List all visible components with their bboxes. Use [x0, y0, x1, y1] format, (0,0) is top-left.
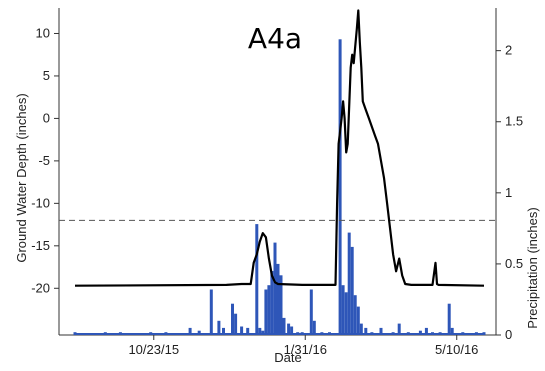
right-tick-label: 2 [505, 43, 512, 58]
left-tick-label: -5 [38, 153, 50, 168]
precipitation-bar [240, 326, 244, 335]
right-tick-label: 0.5 [505, 256, 523, 271]
precipitation-bar [261, 330, 265, 335]
precipitation-bar [231, 303, 234, 335]
x-tick-label: 10/23/15 [128, 342, 179, 357]
precipitation-bar [350, 246, 354, 335]
x-tick-label: 5/10/16 [435, 342, 478, 357]
precipitation-bar [255, 224, 259, 335]
precipitation-bar [347, 232, 351, 335]
left-tick-label: 5 [43, 68, 50, 83]
x-axis-title: Date [274, 350, 301, 365]
precipitation-bar [356, 306, 360, 335]
precipitation-bar [344, 292, 348, 335]
precipitation-bar [234, 313, 238, 335]
right-tick-label: 0 [505, 327, 512, 342]
left-axis-ticks: 10 5 0 -5 -10 -15 -20 [31, 25, 59, 295]
precipitation-bar [341, 285, 345, 335]
groundwater-line [74, 9, 485, 287]
precipitation-bar [353, 295, 357, 335]
precipitation-bar [276, 263, 280, 335]
right-tick-label: 1 [505, 185, 512, 200]
precipitation-bar [197, 330, 201, 335]
precipitation-bar [287, 323, 291, 335]
precipitation-bars [73, 39, 486, 336]
precipitation-bar [290, 326, 294, 335]
left-tick-label: -15 [31, 238, 50, 253]
precipitation-bar [379, 327, 383, 335]
precipitation-bar [282, 317, 286, 335]
precipitation-bar [264, 289, 268, 335]
precipitation-bar [447, 303, 451, 335]
precipitation-bar [270, 271, 274, 335]
right-axis-ticks: 2 1.5 1 0.5 0 [496, 43, 523, 342]
left-axis-title: Ground Water Depth (inches) [14, 93, 29, 262]
precipitation-bar [450, 327, 454, 335]
x-tick-label: 1/31/16 [284, 342, 327, 357]
precipitation-bar [217, 320, 221, 335]
groundwater-line-group [74, 9, 485, 287]
precipitation-bar [273, 242, 277, 335]
precipitation-bar [424, 327, 428, 335]
chart-title: A4a [248, 22, 302, 55]
precipitation-bar [397, 323, 401, 335]
left-tick-label: -20 [31, 280, 50, 295]
left-tick-label: 0 [43, 110, 50, 125]
precipitation-bar [279, 275, 283, 335]
precipitation-bar [309, 289, 313, 335]
precipitation-bar [246, 327, 250, 335]
right-axis-title: Precipitation (inches) [525, 207, 540, 328]
precipitation-bar [418, 330, 422, 335]
x-axis-ticks: 10/23/15 1/31/16 5/10/16 [128, 335, 478, 357]
precipitation-bar [312, 320, 316, 335]
left-tick-label: -10 [31, 195, 50, 210]
right-tick-label: 1.5 [505, 114, 523, 129]
precipitation-bar [338, 39, 342, 336]
precipitation-bar [267, 285, 271, 335]
precipitation-bar [359, 323, 363, 335]
precipitation-bar [188, 327, 192, 335]
left-tick-label: 10 [36, 25, 50, 40]
precipitation-bar [209, 289, 213, 335]
precipitation-bar [364, 327, 368, 335]
precipitation-bar [222, 327, 225, 335]
precipitation-bar [258, 327, 262, 335]
